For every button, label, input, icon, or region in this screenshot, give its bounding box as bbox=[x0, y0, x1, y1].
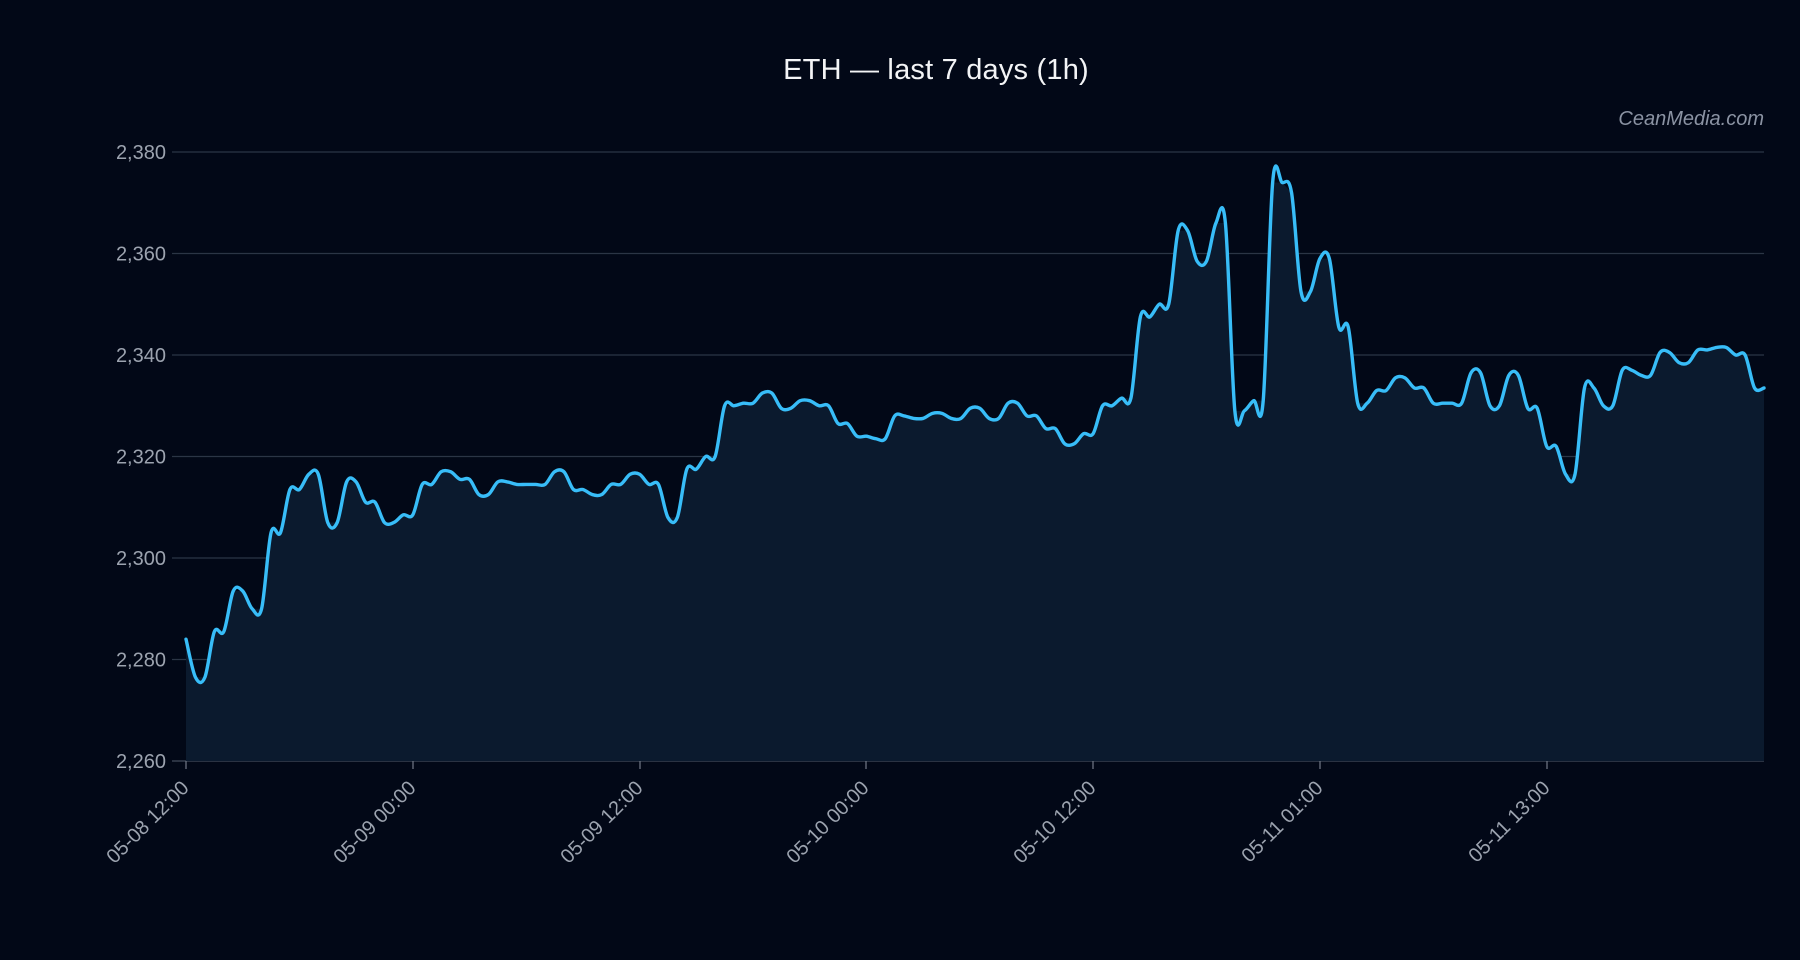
y-tick-label: 2,380 bbox=[116, 142, 166, 164]
x-tick-label: 05-11 13:00 bbox=[1465, 777, 1555, 867]
y-tick-label: 2,260 bbox=[116, 751, 166, 773]
x-tick-label: 05-11 01:00 bbox=[1238, 777, 1328, 867]
y-tick-label: 2,340 bbox=[116, 345, 166, 367]
x-tick-label: 05-09 00:00 bbox=[329, 777, 420, 868]
y-tick-label: 2,360 bbox=[116, 244, 166, 266]
x-tick-label: 05-10 12:00 bbox=[1009, 777, 1100, 868]
chart-title: ETH — last 7 days (1h) bbox=[783, 54, 1089, 86]
x-tick-label: 05-08 12:00 bbox=[102, 777, 193, 868]
y-tick-label: 2,300 bbox=[116, 548, 166, 570]
x-tick-label: 05-10 00:00 bbox=[782, 777, 873, 868]
y-tick-label: 2,280 bbox=[116, 650, 166, 672]
price-area-fill bbox=[186, 182, 1764, 761]
y-tick-label: 2,320 bbox=[116, 447, 166, 469]
watermark-text: CeanMedia.com bbox=[1618, 108, 1764, 130]
price-series-line bbox=[184, 164, 1766, 685]
x-tick-label: 05-09 12:00 bbox=[556, 777, 647, 868]
